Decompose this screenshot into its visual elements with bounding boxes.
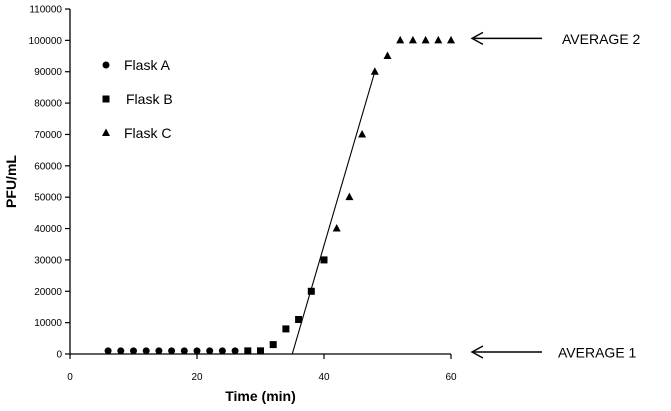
data-point-square (307, 287, 315, 295)
data-point-square (295, 316, 303, 323)
legend-label: Flask C (124, 125, 171, 141)
data-point-triangle (332, 224, 341, 232)
y-tick-label: 10000 (34, 318, 62, 329)
data-point-triangle (421, 35, 430, 44)
y-tick-label: 70000 (34, 130, 62, 141)
data-point-square (282, 325, 290, 333)
annotations: AVERAGE 2 AVERAGE 1 (470, 31, 641, 361)
data-point-triangle (396, 35, 405, 44)
data-point-square (320, 256, 328, 264)
y-tick-label: 110000 (29, 5, 62, 16)
y-tick-label: 60000 (34, 161, 62, 172)
y-tick-label: 90000 (34, 67, 62, 78)
data-point-square (269, 341, 277, 349)
data-point-circle (117, 347, 125, 355)
data-point-circle (142, 347, 150, 355)
data-point-circle (231, 347, 239, 355)
annotation-label: AVERAGE 2 (562, 31, 641, 47)
y-axis-title: PFU/mL (3, 155, 19, 208)
legend-label: Flask A (124, 57, 171, 73)
y-tick-label: 80000 (34, 99, 62, 110)
x-tick-label: 0 (67, 372, 73, 383)
legend-marker-triangle (102, 128, 110, 136)
data-point-triangle (434, 35, 443, 44)
axes: 0 10000 20000 30000 40000 50000 60000 70000 8000… (3, 5, 457, 405)
data-points (104, 35, 455, 355)
annotation-label: AVERAGE 1 (558, 345, 637, 361)
y-tick-label: 20000 (34, 287, 62, 298)
data-point-triangle (408, 35, 417, 44)
data-point-triangle (447, 35, 455, 44)
data-point-square (257, 347, 264, 355)
data-point-circle (206, 347, 214, 355)
legend-marker-square (102, 95, 110, 103)
data-point-triangle (345, 192, 354, 201)
x-tick-label: 40 (318, 372, 330, 383)
data-point-circle (168, 347, 176, 355)
fit-line (291, 71, 376, 355)
data-point-circle (180, 347, 188, 355)
data-point-circle (104, 347, 112, 355)
y-tick-label: 40000 (34, 224, 62, 235)
data-point-triangle (370, 67, 379, 75)
y-tick-label: 30000 (34, 255, 62, 266)
y-tick-label: 0 (56, 350, 62, 361)
x-axis-title: Time (min) (225, 388, 296, 404)
y-tick-label: 50000 (34, 193, 62, 204)
legend-marker-circle (102, 61, 110, 69)
x-tick-label: 20 (191, 372, 203, 383)
data-point-circle (155, 347, 163, 355)
annotation-arrow-head (470, 31, 484, 45)
fit-line-group (291, 71, 376, 355)
data-point-circle (218, 347, 226, 355)
x-tick-label: 60 (445, 372, 457, 383)
legend: Flask A Flask B Flask C (102, 57, 173, 141)
legend-label: Flask B (126, 91, 173, 107)
y-tick-label: 100000 (29, 36, 63, 47)
data-point-circle (130, 347, 137, 355)
data-point-triangle (358, 129, 367, 138)
data-point-circle (193, 347, 201, 355)
data-point-triangle (383, 51, 392, 60)
data-point-square (244, 347, 252, 355)
annotation-arrow-head (470, 345, 484, 359)
